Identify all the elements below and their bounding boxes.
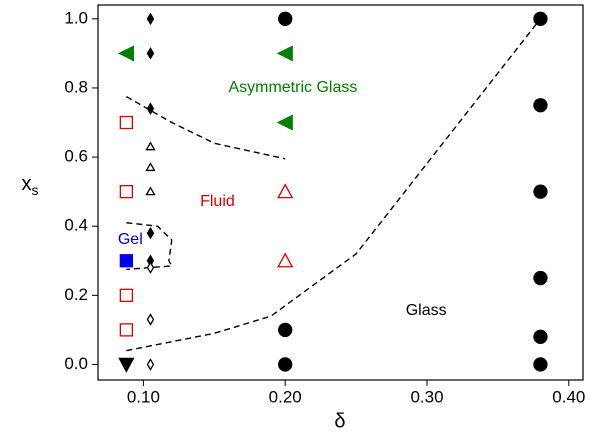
plot-frame — [97, 4, 584, 381]
data-point — [145, 186, 156, 196]
boundary-line — [126, 18, 542, 352]
y-tick-label: 0.0 — [64, 354, 88, 373]
data-point — [278, 357, 293, 372]
region-label: Gel — [118, 231, 143, 248]
data-point — [533, 11, 548, 26]
data-point — [146, 313, 155, 326]
data-point — [145, 162, 156, 172]
data-point — [146, 261, 155, 274]
data-point — [119, 184, 134, 199]
data-point — [278, 11, 293, 26]
data-point — [533, 329, 548, 344]
y-tick-label: 0.2 — [64, 285, 88, 304]
x-axis-label: δ — [334, 410, 345, 432]
region-label: Asymmetric Glass — [228, 79, 357, 96]
data-point — [276, 45, 293, 62]
data-point — [533, 357, 548, 372]
data-point — [146, 102, 155, 115]
boundary-line — [126, 222, 173, 271]
y-tick-label: 1.0 — [64, 8, 88, 27]
data-point — [118, 357, 135, 373]
y-axis-label-main: x — [22, 173, 32, 195]
data-point — [277, 252, 294, 268]
region-label: Fluid — [200, 193, 235, 210]
boundary-line — [126, 95, 286, 160]
data-point — [119, 115, 134, 130]
x-tick-label: 0.20 — [269, 387, 302, 406]
data-point — [278, 322, 293, 338]
data-point — [146, 358, 155, 371]
y-tick-label: 0.8 — [64, 77, 88, 96]
data-point — [117, 45, 135, 62]
data-point — [145, 141, 156, 151]
x-tick-label: 0.30 — [410, 387, 443, 406]
y-tick-label: 0.6 — [64, 147, 88, 166]
x-tick-label: 0.10 — [127, 387, 160, 406]
data-point — [533, 184, 548, 199]
data-point — [146, 47, 155, 60]
y-axis-label: xs — [22, 173, 39, 197]
data-point — [277, 183, 294, 199]
data-point — [533, 270, 548, 286]
data-point — [119, 288, 134, 302]
data-point — [276, 114, 293, 131]
x-tick-label: 0.40 — [552, 387, 585, 406]
data-point — [533, 98, 548, 113]
data-point — [146, 226, 155, 240]
region-label: Glass — [406, 302, 447, 319]
data-point — [119, 323, 134, 337]
data-point — [146, 12, 155, 26]
y-tick-label: 0.4 — [64, 216, 88, 235]
y-axis-label-subscript: s — [32, 182, 39, 198]
data-point — [119, 254, 134, 268]
